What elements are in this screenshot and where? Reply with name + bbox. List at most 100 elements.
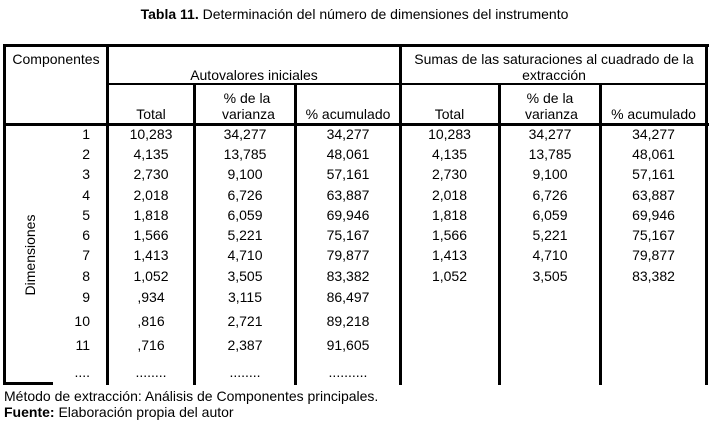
- table-cell: 2,721: [227, 313, 263, 329]
- table-cell: 79,877: [326, 247, 370, 263]
- table-row: 1 10,283 34,277 34,277 10,283 34,277 34,277: [0, 126, 709, 146]
- table-row: ..............................: [0, 364, 709, 384]
- table-cell: 1,818: [431, 207, 468, 223]
- table-row: 8 1,052 3,505 83,382 1,052 3,505 83,382: [0, 268, 709, 288]
- source-note: Fuente: Elaboración propia del autor: [4, 404, 234, 420]
- col-divider: [294, 85, 297, 385]
- table-cell: 10,283: [428, 126, 471, 142]
- table-cell: 34,277: [223, 126, 267, 142]
- table-cell: 91,605: [326, 337, 370, 353]
- table-cell: ..........: [328, 364, 368, 380]
- table-cell: 4,710: [532, 247, 568, 263]
- table-cell: 69,946: [632, 207, 675, 223]
- table-cell: 1,052: [133, 268, 169, 284]
- row-number: 3: [82, 166, 90, 182]
- table-cell: 86,497: [326, 289, 370, 305]
- table-cell: 63,887: [632, 187, 675, 203]
- source-text: Elaboración propia del autor: [54, 404, 234, 420]
- table-cell: 2,730: [431, 166, 468, 182]
- table-cell: 6,726: [227, 187, 263, 203]
- table-cell: ........: [229, 364, 261, 380]
- row-number: 1: [82, 126, 90, 142]
- table-row: 4 2,018 6,726 63,887 2,018 6,726 63,887: [0, 187, 709, 207]
- table-cell: 48,061: [326, 146, 370, 162]
- subheader-variance: % de la varianza: [222, 90, 275, 122]
- border-left: [3, 44, 6, 385]
- table-cell: 5,221: [532, 227, 568, 243]
- table-cell: 48,061: [632, 146, 675, 162]
- subheader-total: Total: [136, 106, 166, 122]
- table-row: 7 1,413 4,710 79,877 1,413 4,710 79,877: [0, 247, 709, 267]
- title-text: Determinación del número de dimensiones …: [198, 6, 569, 22]
- table-cell: 1,566: [431, 227, 468, 243]
- table-cell: 69,946: [326, 207, 370, 223]
- table-cell: 6,059: [532, 207, 568, 223]
- table-cell: 2,018: [133, 187, 169, 203]
- col-divider: [193, 85, 196, 385]
- table-cell: 13,785: [528, 146, 572, 162]
- col-divider: [599, 85, 602, 385]
- table-row: 5 1,818 6,059 69,946 1,818 6,059 69,946: [0, 207, 709, 227]
- table-cell: 3,115: [228, 289, 262, 305]
- footnote: Método de extracción: Análisis de Compon…: [4, 388, 379, 404]
- row-number: 5: [82, 207, 90, 223]
- group-header-extraction: Sumas de las saturaciones al cuadrado de…: [414, 51, 694, 83]
- table-cell: 57,161: [632, 166, 675, 182]
- table-cell: 79,877: [632, 247, 675, 263]
- table-title: Tabla 11. Determinación del número de di…: [0, 6, 709, 22]
- table-cell: 75,167: [632, 227, 675, 243]
- group-divider-left: [107, 83, 400, 85]
- table-row: 6 1,566 5,221 75,167 1,566 5,221 75,167: [0, 227, 709, 247]
- row-number: 4: [82, 187, 90, 203]
- group-header-initial: Autovalores iniciales: [190, 67, 318, 83]
- table-cell: 13,785: [223, 146, 267, 162]
- corner-header: Componentes: [12, 51, 100, 67]
- table-cell: 1,413: [133, 247, 169, 263]
- subheader-total: Total: [434, 106, 465, 122]
- row-number: ....: [74, 364, 90, 380]
- table-cell: 4,135: [133, 146, 169, 162]
- table-cell: 89,218: [326, 313, 370, 329]
- col-divider: [498, 85, 501, 385]
- subheader-cumulative: % acumulado: [305, 106, 391, 122]
- row-number: 2: [82, 146, 90, 162]
- header-bottom-border: [3, 123, 709, 126]
- table-cell: ,716: [137, 337, 165, 353]
- col-divider: [106, 44, 109, 385]
- table-row: 9 ,934 3,115 86,497: [0, 289, 709, 309]
- table-cell: 3,505: [227, 268, 263, 284]
- subheader-variance: % de la varianza: [525, 90, 578, 122]
- table-cell: 63,887: [326, 187, 370, 203]
- table-cell: 5,221: [227, 227, 263, 243]
- table-bottom-border: [3, 382, 53, 385]
- table-cell: 34,277: [326, 126, 370, 142]
- table-cell: 6,059: [227, 207, 263, 223]
- col-divider: [399, 44, 402, 385]
- table-cell: 75,167: [326, 227, 370, 243]
- row-number: 10: [74, 313, 90, 329]
- source-label: Fuente:: [4, 404, 55, 420]
- table-cell: ,816: [137, 313, 165, 329]
- table-cell: 2,730: [133, 166, 169, 182]
- row-number: 8: [82, 268, 90, 284]
- table-cell: 2,018: [431, 187, 468, 203]
- table-top-border: [3, 44, 709, 47]
- table-cell: 34,277: [632, 126, 675, 142]
- group-divider-right: [400, 83, 706, 85]
- row-number: 7: [82, 247, 90, 263]
- table-row: 11 ,716 2,387 91,605: [0, 337, 709, 357]
- table-cell: 1,052: [431, 268, 468, 284]
- table-cell: 9,100: [532, 166, 568, 182]
- table-cell: 3,505: [532, 268, 568, 284]
- table-cell: 1,818: [133, 207, 169, 223]
- table-row: 2 4,135 13,785 48,061 4,135 13,785 48,061: [0, 146, 709, 166]
- subheader-cumulative: % acumulado: [611, 106, 696, 122]
- table-cell: ,934: [137, 289, 165, 305]
- table-cell: 4,710: [227, 247, 263, 263]
- table-cell: ........: [135, 364, 167, 380]
- table-cell: 1,413: [431, 247, 468, 263]
- row-number: 6: [82, 227, 90, 243]
- table-cell: 9,100: [227, 166, 263, 182]
- table-cell: 10,283: [129, 126, 173, 142]
